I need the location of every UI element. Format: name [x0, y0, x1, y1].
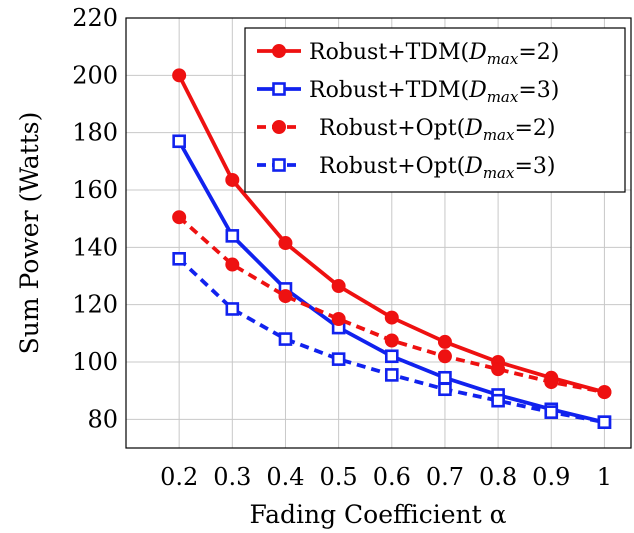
series-4 [172, 252, 612, 430]
plot-frame [125, 17, 632, 449]
data-point [172, 252, 186, 266]
legend-entry: Robust+TDM(Dmax=2) [257, 40, 559, 68]
y-tick-label: 80 [87, 405, 118, 433]
data-point [384, 349, 399, 364]
data-point [225, 302, 240, 316]
data-point [437, 334, 452, 349]
y-tick-label: 200 [72, 61, 118, 89]
legend-entry: Robust+Opt(Dmax=2) [257, 116, 555, 144]
data-point [437, 349, 452, 364]
data-point [225, 229, 240, 243]
y-tick-label: 180 [72, 119, 118, 147]
tick-label-layer: 0.2 0.3 0.4 0.5 0.6 0.7 0.8 0.9 1801001201401601… [72, 4, 612, 491]
data-point [544, 375, 559, 390]
x-tick-label: 0.2 [160, 463, 198, 491]
data-point [172, 134, 186, 149]
legend-box [244, 27, 626, 193]
series-layer [172, 68, 612, 430]
x-tick-label: 0.4 [266, 463, 304, 491]
x-tick-label: 0.8 [479, 463, 517, 491]
y-tick-label: 140 [72, 233, 118, 261]
x-tick-label: 0.5 [320, 463, 358, 491]
y-tick-label: 160 [72, 176, 118, 204]
data-point [384, 310, 399, 325]
y-axis-title: Sum Power (Watts) [15, 112, 44, 355]
data-point [278, 236, 293, 251]
legend-entry: Robust+Opt(Dmax=3) [257, 154, 555, 182]
legend-label: Robust+TDM(Dmax=3) [309, 78, 559, 106]
legend-marker [272, 44, 286, 58]
data-point [172, 68, 187, 83]
y-tick-label: 100 [72, 348, 118, 376]
x-tick-label: 0.7 [426, 463, 464, 491]
legend-label: Robust+Opt(Dmax=2) [319, 116, 555, 144]
legend-label: Robust+TDM(Dmax=2) [309, 40, 559, 68]
data-point [597, 415, 612, 430]
data-point [438, 382, 452, 397]
data-point [278, 332, 293, 346]
data-point [331, 352, 346, 366]
data-point [331, 279, 346, 294]
x-tick-label: 1 [597, 463, 612, 491]
y-tick-label: 120 [72, 291, 118, 319]
y-tick-label: 220 [72, 4, 118, 32]
x-tick-label: 0.3 [213, 463, 251, 491]
legend: Robust+TDM(Dmax=2) Robust+TDM(Dmax=3) Robu… [244, 27, 626, 193]
data-point [438, 370, 452, 385]
legend-entry: Robust+TDM(Dmax=3) [257, 78, 559, 106]
data-point [491, 362, 506, 377]
legend-marker [272, 120, 286, 134]
legend-marker [272, 82, 286, 96]
x-axis-title: Fading Coefficient α [249, 500, 506, 529]
data-point [331, 312, 346, 326]
data-point [384, 333, 399, 348]
legend-label: Robust+Opt(Dmax=3) [319, 154, 555, 182]
data-point [225, 257, 240, 272]
data-point [225, 172, 240, 187]
data-point [544, 405, 559, 419]
data-point [491, 393, 505, 408]
legend-marker [272, 158, 286, 172]
x-tick-label: 0.6 [373, 463, 411, 491]
data-point [384, 368, 399, 382]
data-point [597, 385, 612, 400]
data-point [278, 289, 293, 304]
x-tick-label: 0.9 [532, 463, 570, 491]
data-point [172, 210, 187, 225]
series-3 [172, 210, 612, 400]
